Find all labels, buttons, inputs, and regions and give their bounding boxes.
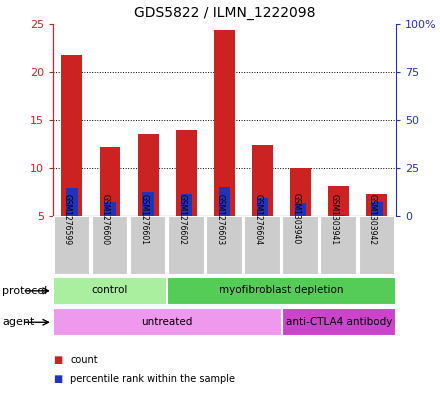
Bar <box>295 203 306 216</box>
Text: myofibroblast depletion: myofibroblast depletion <box>220 285 344 295</box>
Bar <box>367 194 387 216</box>
Bar <box>54 216 90 275</box>
Bar <box>180 195 192 216</box>
Text: GSM1276600: GSM1276600 <box>101 193 110 245</box>
Bar <box>130 216 166 275</box>
Text: agent: agent <box>2 317 35 327</box>
Text: GSM1276602: GSM1276602 <box>177 194 186 244</box>
Text: ■: ■ <box>53 354 62 365</box>
Text: GSM1303940: GSM1303940 <box>292 193 301 245</box>
Bar <box>290 168 311 216</box>
Text: GSM1276599: GSM1276599 <box>63 193 72 245</box>
Text: ■: ■ <box>53 374 62 384</box>
Bar <box>359 216 395 275</box>
Text: count: count <box>70 354 98 365</box>
Bar <box>328 186 349 216</box>
Text: control: control <box>92 285 128 295</box>
Bar <box>66 188 77 216</box>
Bar <box>219 187 230 216</box>
Bar <box>282 308 396 336</box>
Bar <box>206 216 243 275</box>
Bar <box>214 30 235 216</box>
Bar <box>252 145 273 216</box>
Bar <box>176 130 197 216</box>
Bar <box>257 198 268 216</box>
Bar <box>371 202 383 216</box>
Bar <box>138 134 158 216</box>
Text: GSM1276603: GSM1276603 <box>216 193 224 245</box>
Bar <box>53 277 167 305</box>
Text: GSM1276601: GSM1276601 <box>139 194 148 244</box>
Bar <box>99 147 121 216</box>
Text: GSM1303941: GSM1303941 <box>330 193 339 245</box>
Bar <box>333 215 345 216</box>
Bar <box>92 216 128 275</box>
Title: GDS5822 / ILMN_1222098: GDS5822 / ILMN_1222098 <box>134 6 315 20</box>
Bar <box>244 216 281 275</box>
Text: GSM1303942: GSM1303942 <box>368 193 377 245</box>
Text: anti-CTLA4 antibody: anti-CTLA4 antibody <box>286 317 392 327</box>
Bar <box>282 216 319 275</box>
Text: GSM1276604: GSM1276604 <box>253 193 263 245</box>
Bar <box>62 55 82 216</box>
Text: protocol: protocol <box>2 286 48 296</box>
Bar <box>53 308 282 336</box>
Bar <box>104 202 116 216</box>
Bar <box>167 277 396 305</box>
Text: untreated: untreated <box>142 317 193 327</box>
Text: percentile rank within the sample: percentile rank within the sample <box>70 374 235 384</box>
Bar <box>143 192 154 216</box>
Bar <box>168 216 205 275</box>
Bar <box>320 216 357 275</box>
